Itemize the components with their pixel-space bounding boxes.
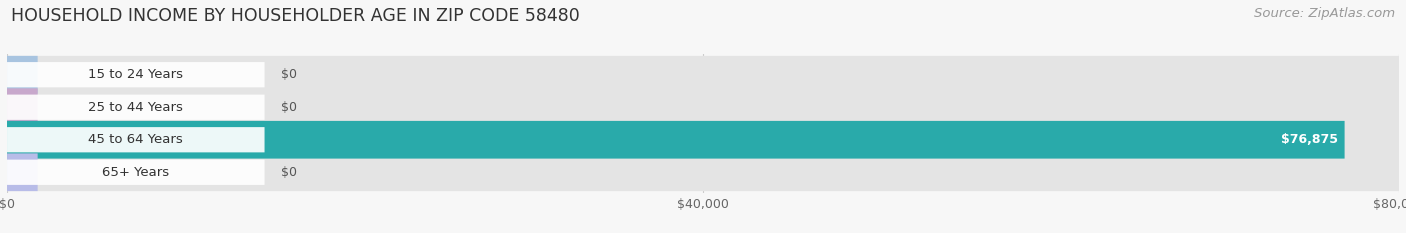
Text: Source: ZipAtlas.com: Source: ZipAtlas.com bbox=[1254, 7, 1395, 20]
Text: 25 to 44 Years: 25 to 44 Years bbox=[89, 101, 183, 114]
Text: 65+ Years: 65+ Years bbox=[103, 166, 169, 179]
FancyBboxPatch shape bbox=[7, 127, 264, 152]
FancyBboxPatch shape bbox=[7, 88, 38, 126]
FancyBboxPatch shape bbox=[7, 121, 1344, 159]
FancyBboxPatch shape bbox=[7, 56, 1399, 94]
FancyBboxPatch shape bbox=[7, 153, 1399, 191]
FancyBboxPatch shape bbox=[7, 95, 264, 120]
Text: $0: $0 bbox=[281, 68, 297, 81]
FancyBboxPatch shape bbox=[7, 121, 1399, 159]
Text: $0: $0 bbox=[281, 101, 297, 114]
FancyBboxPatch shape bbox=[7, 62, 264, 87]
FancyBboxPatch shape bbox=[7, 88, 1399, 126]
Text: $76,875: $76,875 bbox=[1281, 133, 1337, 146]
FancyBboxPatch shape bbox=[7, 160, 264, 185]
Text: 45 to 64 Years: 45 to 64 Years bbox=[89, 133, 183, 146]
Text: 15 to 24 Years: 15 to 24 Years bbox=[89, 68, 183, 81]
FancyBboxPatch shape bbox=[7, 56, 38, 94]
FancyBboxPatch shape bbox=[7, 153, 38, 191]
Text: $0: $0 bbox=[281, 166, 297, 179]
Text: HOUSEHOLD INCOME BY HOUSEHOLDER AGE IN ZIP CODE 58480: HOUSEHOLD INCOME BY HOUSEHOLDER AGE IN Z… bbox=[11, 7, 581, 25]
